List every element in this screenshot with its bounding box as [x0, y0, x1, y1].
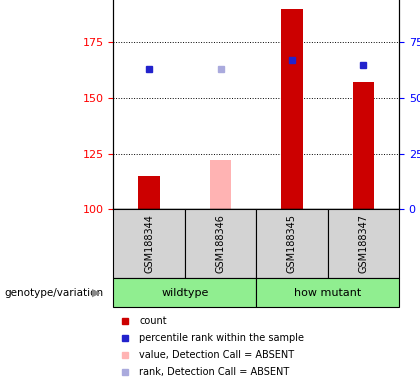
Bar: [256, 278, 399, 307]
Bar: [256, 209, 328, 278]
Text: rank, Detection Call = ABSENT: rank, Detection Call = ABSENT: [139, 367, 289, 377]
Text: wildtype: wildtype: [161, 288, 208, 298]
Bar: [113, 209, 185, 278]
Text: genotype/variation: genotype/variation: [4, 288, 103, 298]
Bar: [281, 9, 303, 209]
Bar: [353, 82, 374, 209]
Bar: [210, 160, 231, 209]
Bar: [328, 209, 399, 278]
Bar: [185, 209, 256, 278]
Text: percentile rank within the sample: percentile rank within the sample: [139, 333, 304, 343]
Bar: [113, 278, 256, 307]
Text: GSM188345: GSM188345: [287, 214, 297, 273]
Bar: [139, 176, 160, 209]
Text: count: count: [139, 316, 167, 326]
Text: GSM188344: GSM188344: [144, 214, 154, 273]
Text: GSM188346: GSM188346: [215, 214, 226, 273]
Text: ▶: ▶: [92, 288, 101, 298]
Text: GSM188347: GSM188347: [358, 214, 368, 273]
Text: value, Detection Call = ABSENT: value, Detection Call = ABSENT: [139, 350, 294, 360]
Text: how mutant: how mutant: [294, 288, 361, 298]
